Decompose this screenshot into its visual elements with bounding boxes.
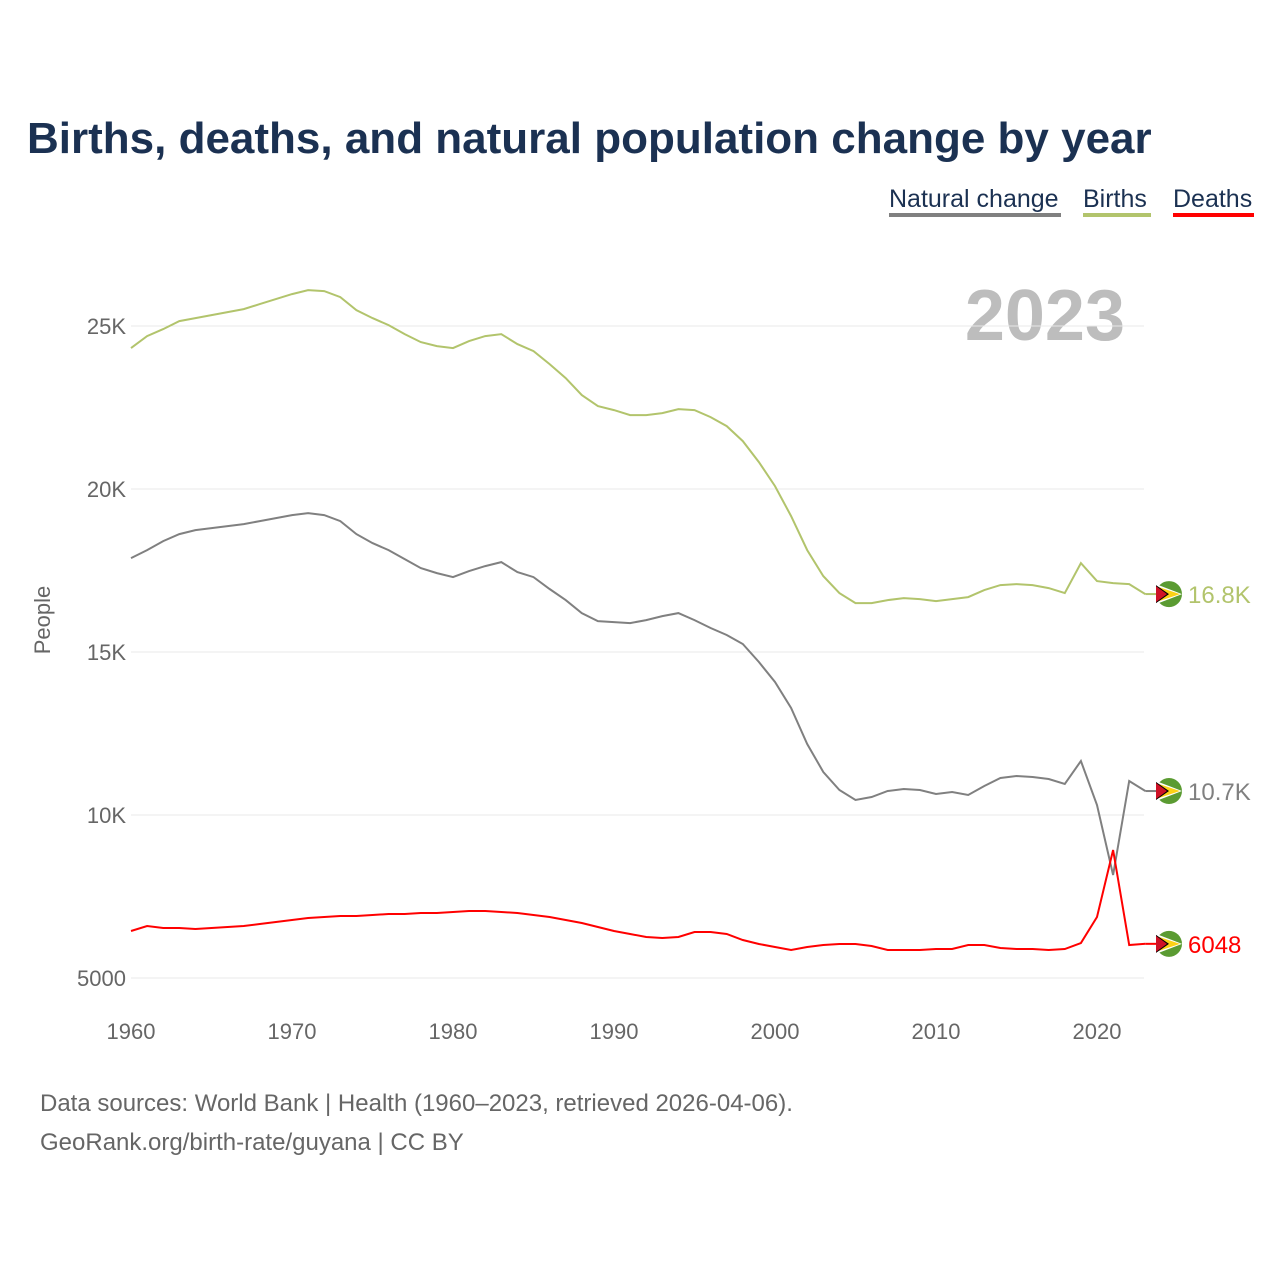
end-value-label: 6048 [1188, 932, 1241, 959]
x-tick-label: 1970 [268, 1019, 317, 1044]
chart-title: Births, deaths, and natural population c… [27, 114, 1152, 163]
end-value-label: 16.8K [1188, 582, 1251, 609]
x-tick-label: 1990 [590, 1019, 639, 1044]
guyana-flag-icon [1156, 778, 1182, 805]
series-line-deaths [130, 849, 1146, 952]
guyana-flag-icon [1156, 581, 1182, 608]
legend: Natural change Births Deaths [889, 185, 1254, 217]
legend-item-deaths[interactable]: Deaths [1173, 185, 1252, 213]
legend-swatch [889, 213, 1061, 217]
legend-item-natural-change[interactable]: Natural change [889, 185, 1059, 213]
legend-swatch [1083, 213, 1151, 217]
y-axis-label: People [30, 586, 55, 655]
end-value-label: 10.7K [1188, 779, 1251, 806]
y-tick-label: 25K [87, 314, 126, 339]
x-tick-label: 2010 [912, 1019, 961, 1044]
guyana-flag-icon [1156, 930, 1182, 957]
y-tick-label: 5000 [77, 966, 126, 991]
y-tick-label: 20K [87, 477, 126, 502]
source-text: Data sources: World Bank | Health (1960–… [40, 1090, 793, 1117]
x-tick-label: 1980 [429, 1019, 478, 1044]
y-tick-label: 15K [87, 640, 126, 665]
year-watermark: 2023 [965, 276, 1125, 356]
x-tick-label: 1960 [107, 1019, 156, 1044]
source-url[interactable]: GeoRank.org/birth-rate/guyana | CC BY [40, 1129, 464, 1156]
series-line-natural-change [130, 512, 1146, 876]
x-tick-label: 2000 [751, 1019, 800, 1044]
legend-swatch [1173, 213, 1254, 217]
y-tick-label: 10K [87, 803, 126, 828]
legend-item-births[interactable]: Births [1083, 185, 1147, 213]
series-line-births [130, 289, 1146, 605]
x-tick-label: 2020 [1073, 1019, 1122, 1044]
